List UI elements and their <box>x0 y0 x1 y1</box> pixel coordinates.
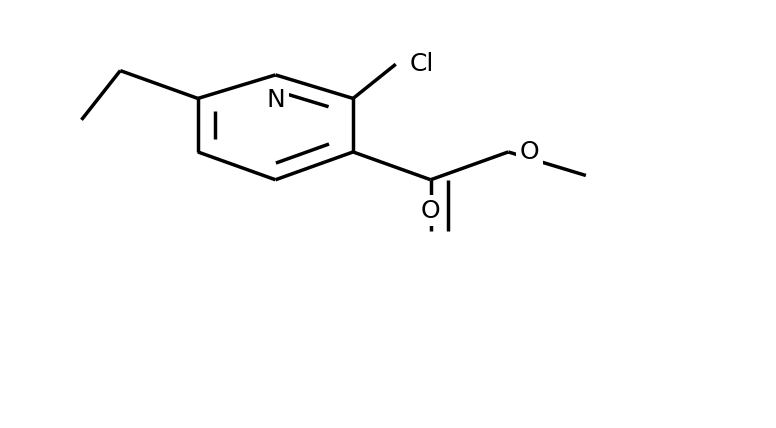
Text: O: O <box>520 140 539 164</box>
Text: O: O <box>421 199 441 223</box>
Text: Cl: Cl <box>410 52 434 76</box>
Text: N: N <box>266 88 285 112</box>
